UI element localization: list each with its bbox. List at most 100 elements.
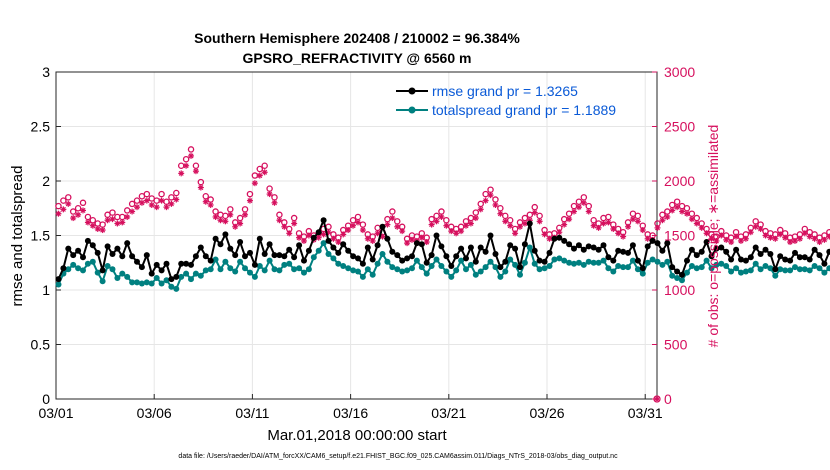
totalspread-marker [585, 258, 592, 265]
obs-possible-marker [55, 202, 62, 210]
obs-assimilated-marker [55, 210, 62, 217]
rmse-marker [119, 253, 126, 260]
obs-assimilated-marker [207, 201, 214, 208]
totalspread-marker [497, 273, 504, 280]
totalspread-marker [178, 273, 185, 280]
totalspread-marker [664, 258, 671, 265]
obs-assimilated-marker [408, 236, 415, 243]
x-axis-label: Mar.01,2018 00:00:00 start [267, 427, 447, 444]
obs-assimilated-marker [698, 224, 705, 231]
totalspread-marker [148, 280, 155, 287]
rmse-marker [247, 249, 253, 256]
rmse-marker [364, 244, 371, 251]
obs-assimilated-marker [340, 231, 347, 238]
obs-assimilated-marker [153, 204, 160, 211]
y2-tick-label: 2000 [664, 173, 695, 189]
obs-possible-marker [69, 208, 77, 215]
rmse-marker [251, 261, 258, 268]
obs-assimilated-marker [60, 206, 67, 213]
obs-assimilated-marker [227, 211, 234, 218]
totalspread-marker [84, 260, 91, 267]
totalspread-marker [350, 267, 357, 274]
totalspread-marker [796, 266, 803, 273]
totalspread-marker [575, 259, 582, 266]
obs-possible-marker [60, 197, 67, 204]
x-tick-label: 03/26 [529, 405, 564, 421]
rmse-marker [379, 223, 386, 230]
obs-assimilated-marker [492, 201, 499, 208]
totalspread-marker [615, 263, 622, 269]
totalspread-marker [247, 269, 253, 276]
rmse-marker [286, 246, 293, 253]
rmse-marker [826, 248, 830, 255]
obs-assimilated-marker [320, 231, 327, 238]
rmse-marker [291, 254, 298, 261]
rmse-marker [600, 242, 607, 249]
totalspread-marker [703, 257, 710, 264]
totalspread-marker [212, 256, 219, 263]
obs-assimilated-marker [305, 232, 312, 239]
totalspread-marker [512, 261, 519, 268]
obs-assimilated-marker [266, 191, 273, 198]
rmse-marker [310, 234, 317, 241]
rmse-marker [566, 241, 573, 248]
rmse-marker [615, 247, 622, 254]
rmse-marker [610, 257, 617, 264]
rmse-marker [433, 232, 440, 239]
obs-possible-marker [109, 209, 116, 216]
obs-assimilated-marker [801, 230, 808, 237]
obs-assimilated-marker [84, 219, 91, 226]
rmse-marker [276, 252, 283, 259]
obs-assimilated-marker [94, 225, 101, 232]
x-tick-label: 03/06 [137, 405, 172, 421]
obs-assimilated-marker [610, 225, 617, 232]
obs-assimilated-marker [158, 197, 165, 204]
totalspread-marker [556, 255, 563, 262]
obs-assimilated-marker [168, 200, 175, 207]
rmse-marker [315, 229, 322, 236]
y-tick-label: 0 [42, 391, 50, 407]
rmse-marker [575, 242, 582, 249]
rmse-marker [620, 248, 627, 255]
rmse-marker [237, 239, 244, 245]
obs-assimilated-marker [458, 228, 465, 235]
rmse-marker [639, 265, 646, 272]
totalspread-marker [119, 270, 126, 277]
totalspread-marker [325, 251, 332, 257]
obs-assimilated-marker [796, 235, 803, 242]
obs-assimilated-marker [418, 234, 425, 241]
y2-tick-label: 2500 [664, 119, 695, 135]
obs-assimilated-marker [571, 208, 578, 215]
obs-assimilated-marker [364, 235, 371, 242]
rmse-marker [84, 237, 91, 244]
obs-assimilated-marker [791, 237, 798, 244]
rmse-marker [693, 252, 700, 259]
totalspread-marker [595, 259, 602, 266]
obs-assimilated-marker [109, 216, 116, 223]
rmse-marker [536, 257, 543, 264]
rmse-marker [531, 247, 538, 254]
rmse-marker [138, 264, 145, 271]
chart-title-line-2: GPSRO_REFRACTIVITY @ 6560 m [243, 50, 472, 66]
rmse-marker [99, 267, 106, 274]
chart-title-line-1: Southern Hemisphere 202408 / 210002 = 96… [194, 30, 520, 46]
rmse-marker [423, 259, 430, 266]
totalspread-marker [443, 268, 450, 275]
obs-assimilated-marker [752, 223, 759, 230]
obs-assimilated-marker [507, 222, 514, 229]
obs-assimilated-marker [462, 222, 469, 229]
totalspread-marker [286, 260, 293, 267]
rmse-marker [580, 246, 587, 253]
totalspread-marker [158, 280, 165, 287]
rmse-marker [65, 245, 72, 252]
obs-assimilated-marker [183, 162, 190, 169]
obs-assimilated-marker [315, 234, 322, 241]
y2-tick-label: 500 [664, 337, 688, 353]
totalspread-marker [163, 277, 170, 284]
obs-possible-marker [133, 197, 141, 204]
rmse-marker [816, 252, 823, 259]
totalspread-marker [207, 266, 214, 273]
obs-assimilated-marker [733, 233, 740, 240]
rmse-marker [124, 240, 131, 247]
rmse-marker [796, 254, 803, 261]
